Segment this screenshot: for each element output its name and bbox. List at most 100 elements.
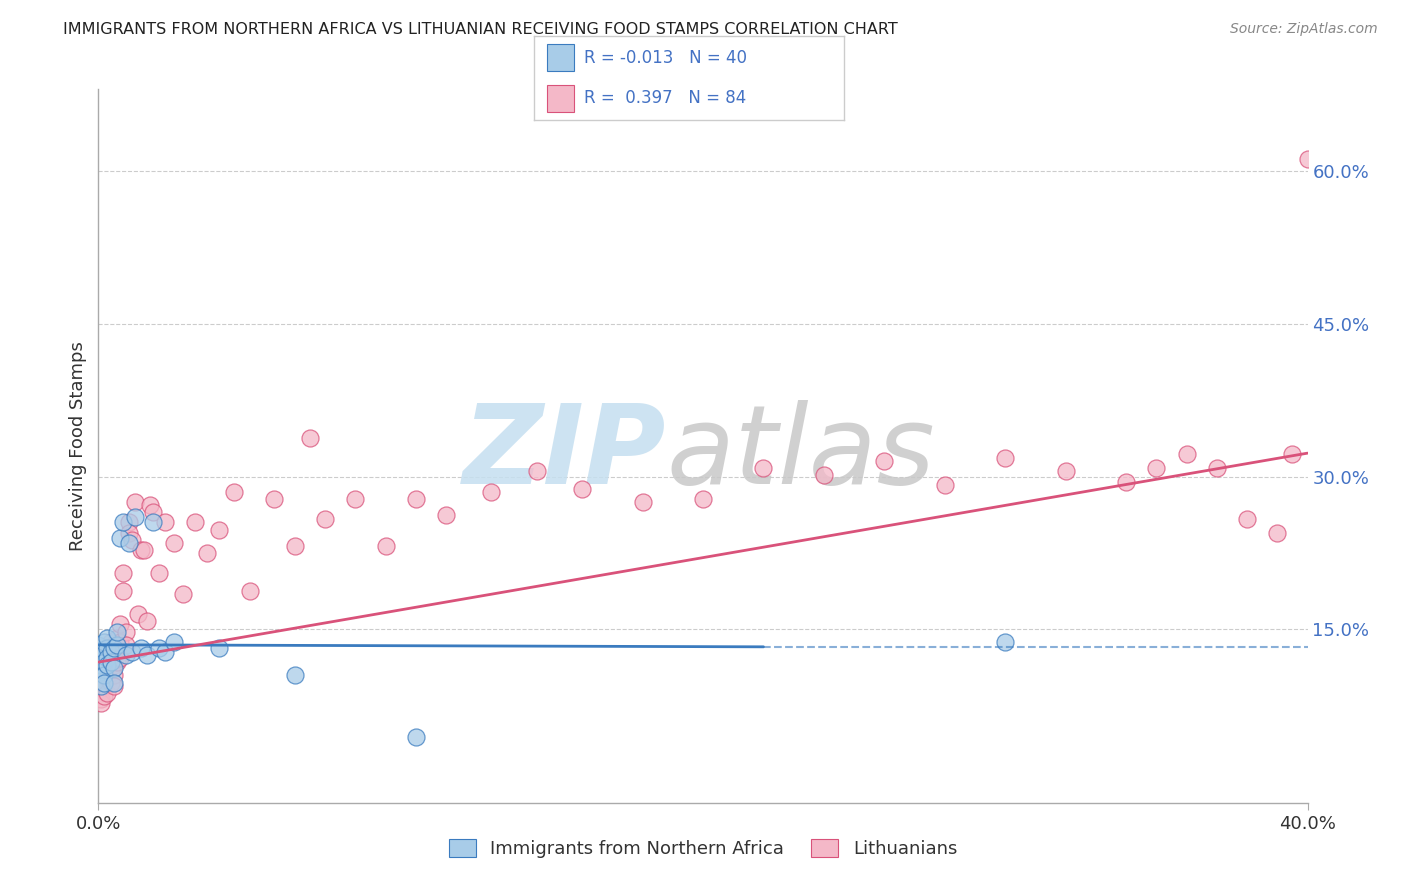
Point <box>118 525 141 540</box>
Point <box>93 679 115 693</box>
Point <box>93 655 115 669</box>
Point <box>481 484 503 499</box>
Point <box>100 665 122 680</box>
Point <box>1296 152 1319 166</box>
Point <box>153 645 176 659</box>
Point <box>93 689 115 703</box>
Point <box>1144 461 1167 475</box>
Point <box>1054 465 1077 479</box>
Point <box>124 510 146 524</box>
Point <box>129 640 152 655</box>
Point <box>1115 475 1137 489</box>
Point <box>90 648 112 662</box>
Point <box>100 675 122 690</box>
Point <box>90 655 112 669</box>
Point <box>118 516 141 530</box>
Point <box>108 651 131 665</box>
Point <box>96 686 118 700</box>
Point <box>100 645 122 659</box>
Point <box>100 655 122 669</box>
Point <box>96 672 118 686</box>
Point <box>132 543 155 558</box>
Point <box>111 516 134 530</box>
Point <box>148 640 170 655</box>
Point <box>96 640 118 655</box>
Legend: Immigrants from Northern Africa, Lithuanians: Immigrants from Northern Africa, Lithuan… <box>441 831 965 865</box>
Point <box>93 634 115 648</box>
Point <box>314 512 336 526</box>
Point <box>90 658 112 673</box>
Point <box>103 648 125 662</box>
Text: ZIP: ZIP <box>463 400 666 507</box>
Point <box>135 648 157 662</box>
Point <box>87 663 110 677</box>
Point <box>153 516 176 530</box>
Point <box>299 431 322 445</box>
Point <box>93 645 115 659</box>
Point <box>103 658 125 673</box>
Point <box>93 668 115 682</box>
Point <box>93 668 115 682</box>
Point <box>87 653 110 667</box>
Point <box>813 467 835 482</box>
Point <box>96 631 118 645</box>
Point <box>208 523 231 537</box>
Point <box>111 566 134 581</box>
Point <box>90 665 112 680</box>
Point <box>103 675 125 690</box>
Point <box>163 536 186 550</box>
Point <box>118 536 141 550</box>
Point <box>284 539 307 553</box>
Point <box>105 640 128 655</box>
Bar <box>547 85 575 112</box>
Point <box>571 482 593 496</box>
Text: atlas: atlas <box>666 400 935 507</box>
Point <box>208 640 231 655</box>
Point <box>239 583 262 598</box>
Point <box>114 624 136 639</box>
Point <box>100 645 122 659</box>
Point <box>93 658 115 673</box>
Point <box>96 661 118 675</box>
Point <box>405 730 427 744</box>
Text: R =  0.397   N = 84: R = 0.397 N = 84 <box>583 89 747 107</box>
Point <box>105 624 128 639</box>
Point <box>873 454 896 468</box>
Point <box>142 505 165 519</box>
Point <box>1175 447 1198 461</box>
Point <box>1236 512 1258 526</box>
Point <box>224 484 246 499</box>
Point <box>96 658 118 673</box>
Point <box>114 648 136 662</box>
Point <box>111 583 134 598</box>
Point <box>105 655 128 669</box>
Point <box>90 643 112 657</box>
Point <box>105 631 128 645</box>
Point <box>127 607 149 622</box>
Point <box>1267 525 1289 540</box>
Text: Source: ZipAtlas.com: Source: ZipAtlas.com <box>1230 22 1378 37</box>
Point <box>374 539 396 553</box>
Point <box>934 477 956 491</box>
Point <box>172 587 194 601</box>
Point <box>90 691 112 706</box>
Point <box>90 679 112 693</box>
Point <box>135 615 157 629</box>
Point <box>142 516 165 530</box>
Point <box>96 640 118 655</box>
Point <box>108 531 131 545</box>
Text: IMMIGRANTS FROM NORTHERN AFRICA VS LITHUANIAN RECEIVING FOOD STAMPS CORRELATION : IMMIGRANTS FROM NORTHERN AFRICA VS LITHU… <box>63 22 898 37</box>
Point <box>1281 447 1303 461</box>
Point <box>114 638 136 652</box>
Point <box>105 638 128 652</box>
Text: R = -0.013   N = 40: R = -0.013 N = 40 <box>583 49 747 67</box>
Point <box>100 634 122 648</box>
Point <box>108 617 131 632</box>
Point <box>121 533 143 547</box>
Point <box>103 640 125 655</box>
Point <box>90 696 112 710</box>
Point <box>284 668 307 682</box>
Point <box>87 686 110 700</box>
Point <box>90 681 112 696</box>
Point <box>139 498 162 512</box>
